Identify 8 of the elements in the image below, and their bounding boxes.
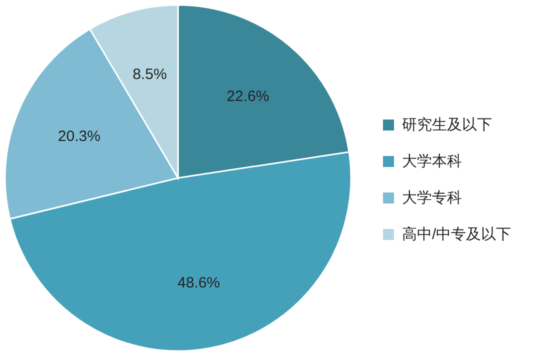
data-label: 22.6% xyxy=(226,88,270,106)
data-label: 8.5% xyxy=(132,66,167,84)
legend-label: 大学专科 xyxy=(402,190,462,206)
data-label: 20.3% xyxy=(58,128,100,145)
data-label: 48.6% xyxy=(177,274,220,292)
legend-label: 大学本科 xyxy=(402,153,462,170)
legend-label: 高中/中专及以下 xyxy=(402,226,512,243)
legend-label: 研究生及以下 xyxy=(402,116,492,134)
